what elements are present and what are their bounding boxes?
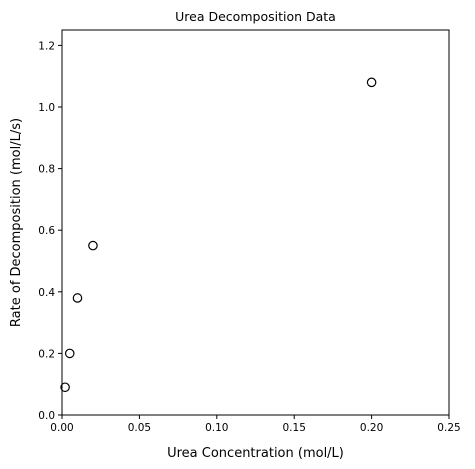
x-axis-label: Urea Concentration (mol/L) xyxy=(167,446,344,461)
x-tick-label: 0.25 xyxy=(437,422,460,434)
plot-area xyxy=(61,29,450,416)
y-tick-label: 0.0 xyxy=(38,410,55,422)
x-tick-label: 0.20 xyxy=(360,422,383,434)
data-point xyxy=(64,348,75,359)
x-tick-label: 0.00 xyxy=(50,422,73,434)
x-tick-label: 0.10 xyxy=(205,422,228,434)
y-axis-label: Rate of Decomposition (mol/L/s) xyxy=(9,118,24,327)
data-points xyxy=(60,77,377,393)
x-tick-label: 0.15 xyxy=(283,422,306,434)
y-axis: 0.0 0.2 0.4 0.6 0.8 1.0 1.2 xyxy=(38,40,62,422)
y-tick-label: 0.6 xyxy=(38,225,55,237)
y-tick-label: 1.2 xyxy=(38,40,55,52)
y-tick-label: 0.8 xyxy=(38,164,55,176)
y-tick-label: 1.0 xyxy=(38,102,55,114)
x-axis: 0.00 0.05 0.10 0.15 0.20 0.25 xyxy=(50,415,461,434)
data-point xyxy=(88,240,98,251)
data-point xyxy=(72,293,83,303)
y-tick-label: 0.4 xyxy=(38,287,55,299)
data-point xyxy=(366,77,377,88)
x-tick-label: 0.05 xyxy=(128,422,151,434)
data-point xyxy=(60,382,70,393)
chart-title: Urea Decomposition Data xyxy=(175,9,336,24)
y-tick-label: 0.2 xyxy=(38,348,55,360)
